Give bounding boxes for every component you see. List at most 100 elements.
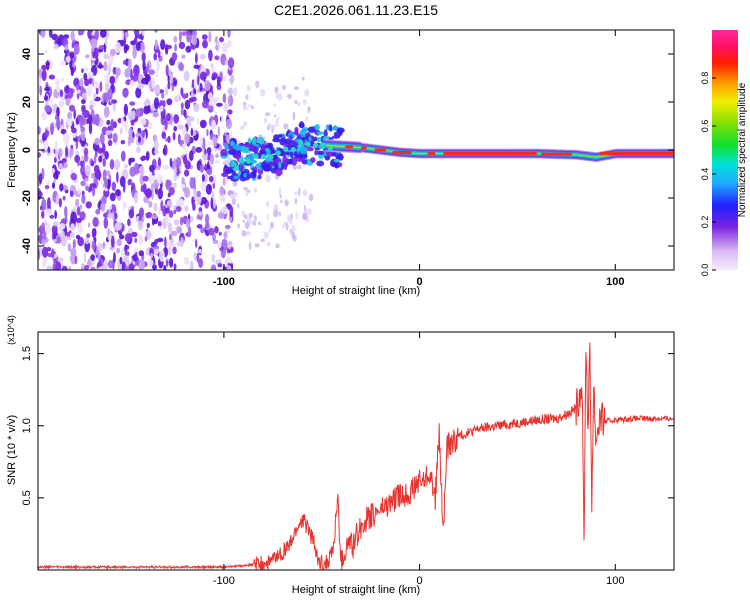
noise-blob [123,116,127,122]
noise-blob [77,188,82,194]
noise-blob [177,124,184,130]
noise-blob [116,238,122,247]
noise-blob [200,181,207,192]
noise-blob [213,135,218,148]
x-tick-label: 0 [417,276,423,288]
noise-blob [209,153,215,165]
noise-blob [199,163,204,173]
noise-blob [167,135,171,144]
noise-blob [151,188,154,200]
carrier-band-segment [353,141,355,154]
noise-blob [202,153,207,161]
noise-blob [90,38,97,49]
noise-blob [94,30,99,40]
noise-blob [72,56,77,61]
noise-blob [237,223,241,229]
noise-blob [187,115,192,128]
noise-blob [91,228,95,238]
noise-blob [70,211,77,224]
noise-blob [124,244,130,250]
noise-blob [227,95,232,107]
noise-blob [124,164,128,169]
noise-blob [273,103,276,108]
noise-blob [81,68,84,73]
carrier-band-segment [438,148,440,159]
noise-blob [62,195,66,201]
noise-blob [227,39,232,48]
noise-blob [165,137,168,142]
carrier-band-segment [329,139,332,152]
noise-blob [186,30,190,35]
noise-blob [56,106,60,117]
noise-blob [133,64,140,77]
noise-blob [248,241,252,251]
carrier-blob [299,146,308,155]
noise-blob [294,197,298,205]
carrier-band-segment [342,140,344,153]
noise-blob [38,75,42,87]
y-tick-label: 0.5 [21,490,33,505]
noise-blob [137,127,142,134]
y-tick-label: 20 [21,96,33,108]
carrier-band-segment [595,152,598,163]
noise-blob [65,56,71,63]
carrier-band-segment [333,139,336,152]
noise-blob [190,127,194,137]
noise-blob [157,188,163,200]
noise-blob [265,200,270,207]
noise-blob [223,160,230,167]
carrier-blob [337,128,343,135]
noise-blob [181,31,188,37]
noise-blob [289,218,293,225]
noise-blob [180,102,184,110]
carrier-blob [316,150,325,155]
noise-blob [104,150,109,160]
noise-blob [53,238,57,243]
noise-blob [93,80,101,91]
carrier-blob [318,153,324,160]
noise-blob [94,154,97,165]
noise-blob [103,217,109,229]
carrier-band-segment [591,151,594,162]
carrier-band-segment [421,148,424,159]
noise-blob [253,215,257,222]
noise-blob [60,128,67,135]
noise-blob [173,263,177,270]
noise-blob [44,104,51,113]
noise-blob [245,231,251,236]
colorbar-ticks: 0.0 0.2 0.4 0.6 0.8 [700,72,716,276]
noise-blob [173,219,180,226]
noise-blob [280,199,283,204]
noise-blob [245,221,250,230]
carrier-band-segment [590,151,593,162]
carrier-band-segment [335,140,338,152]
noise-blob [302,212,307,220]
noise-blob [133,162,140,175]
noise-blob [287,215,291,223]
carrier-band-segment [325,139,328,152]
noise-blob [192,202,196,211]
carrier-blob [306,147,314,152]
carrier-blob [314,123,320,131]
noise-blob [290,213,293,221]
noise-blob [165,259,169,267]
carrier-band-segment [356,141,358,154]
noise-blob [193,103,200,113]
carrier-blob [316,160,325,167]
noise-blob [237,203,240,209]
noise-blob [59,183,64,192]
noise-blob [169,157,173,167]
noise-blob [215,153,219,159]
noise-blob [168,68,172,77]
noise-blob [97,147,103,154]
noise-blob [167,75,170,84]
noise-blob [154,139,159,151]
carrier-blob [230,140,235,147]
noise-blob [111,55,115,61]
carrier-blob [294,126,299,133]
noise-blob [138,259,145,270]
noise-blob [121,150,126,162]
noise-blob [208,227,215,236]
noise-blob [109,159,115,170]
noise-blob [81,111,89,117]
